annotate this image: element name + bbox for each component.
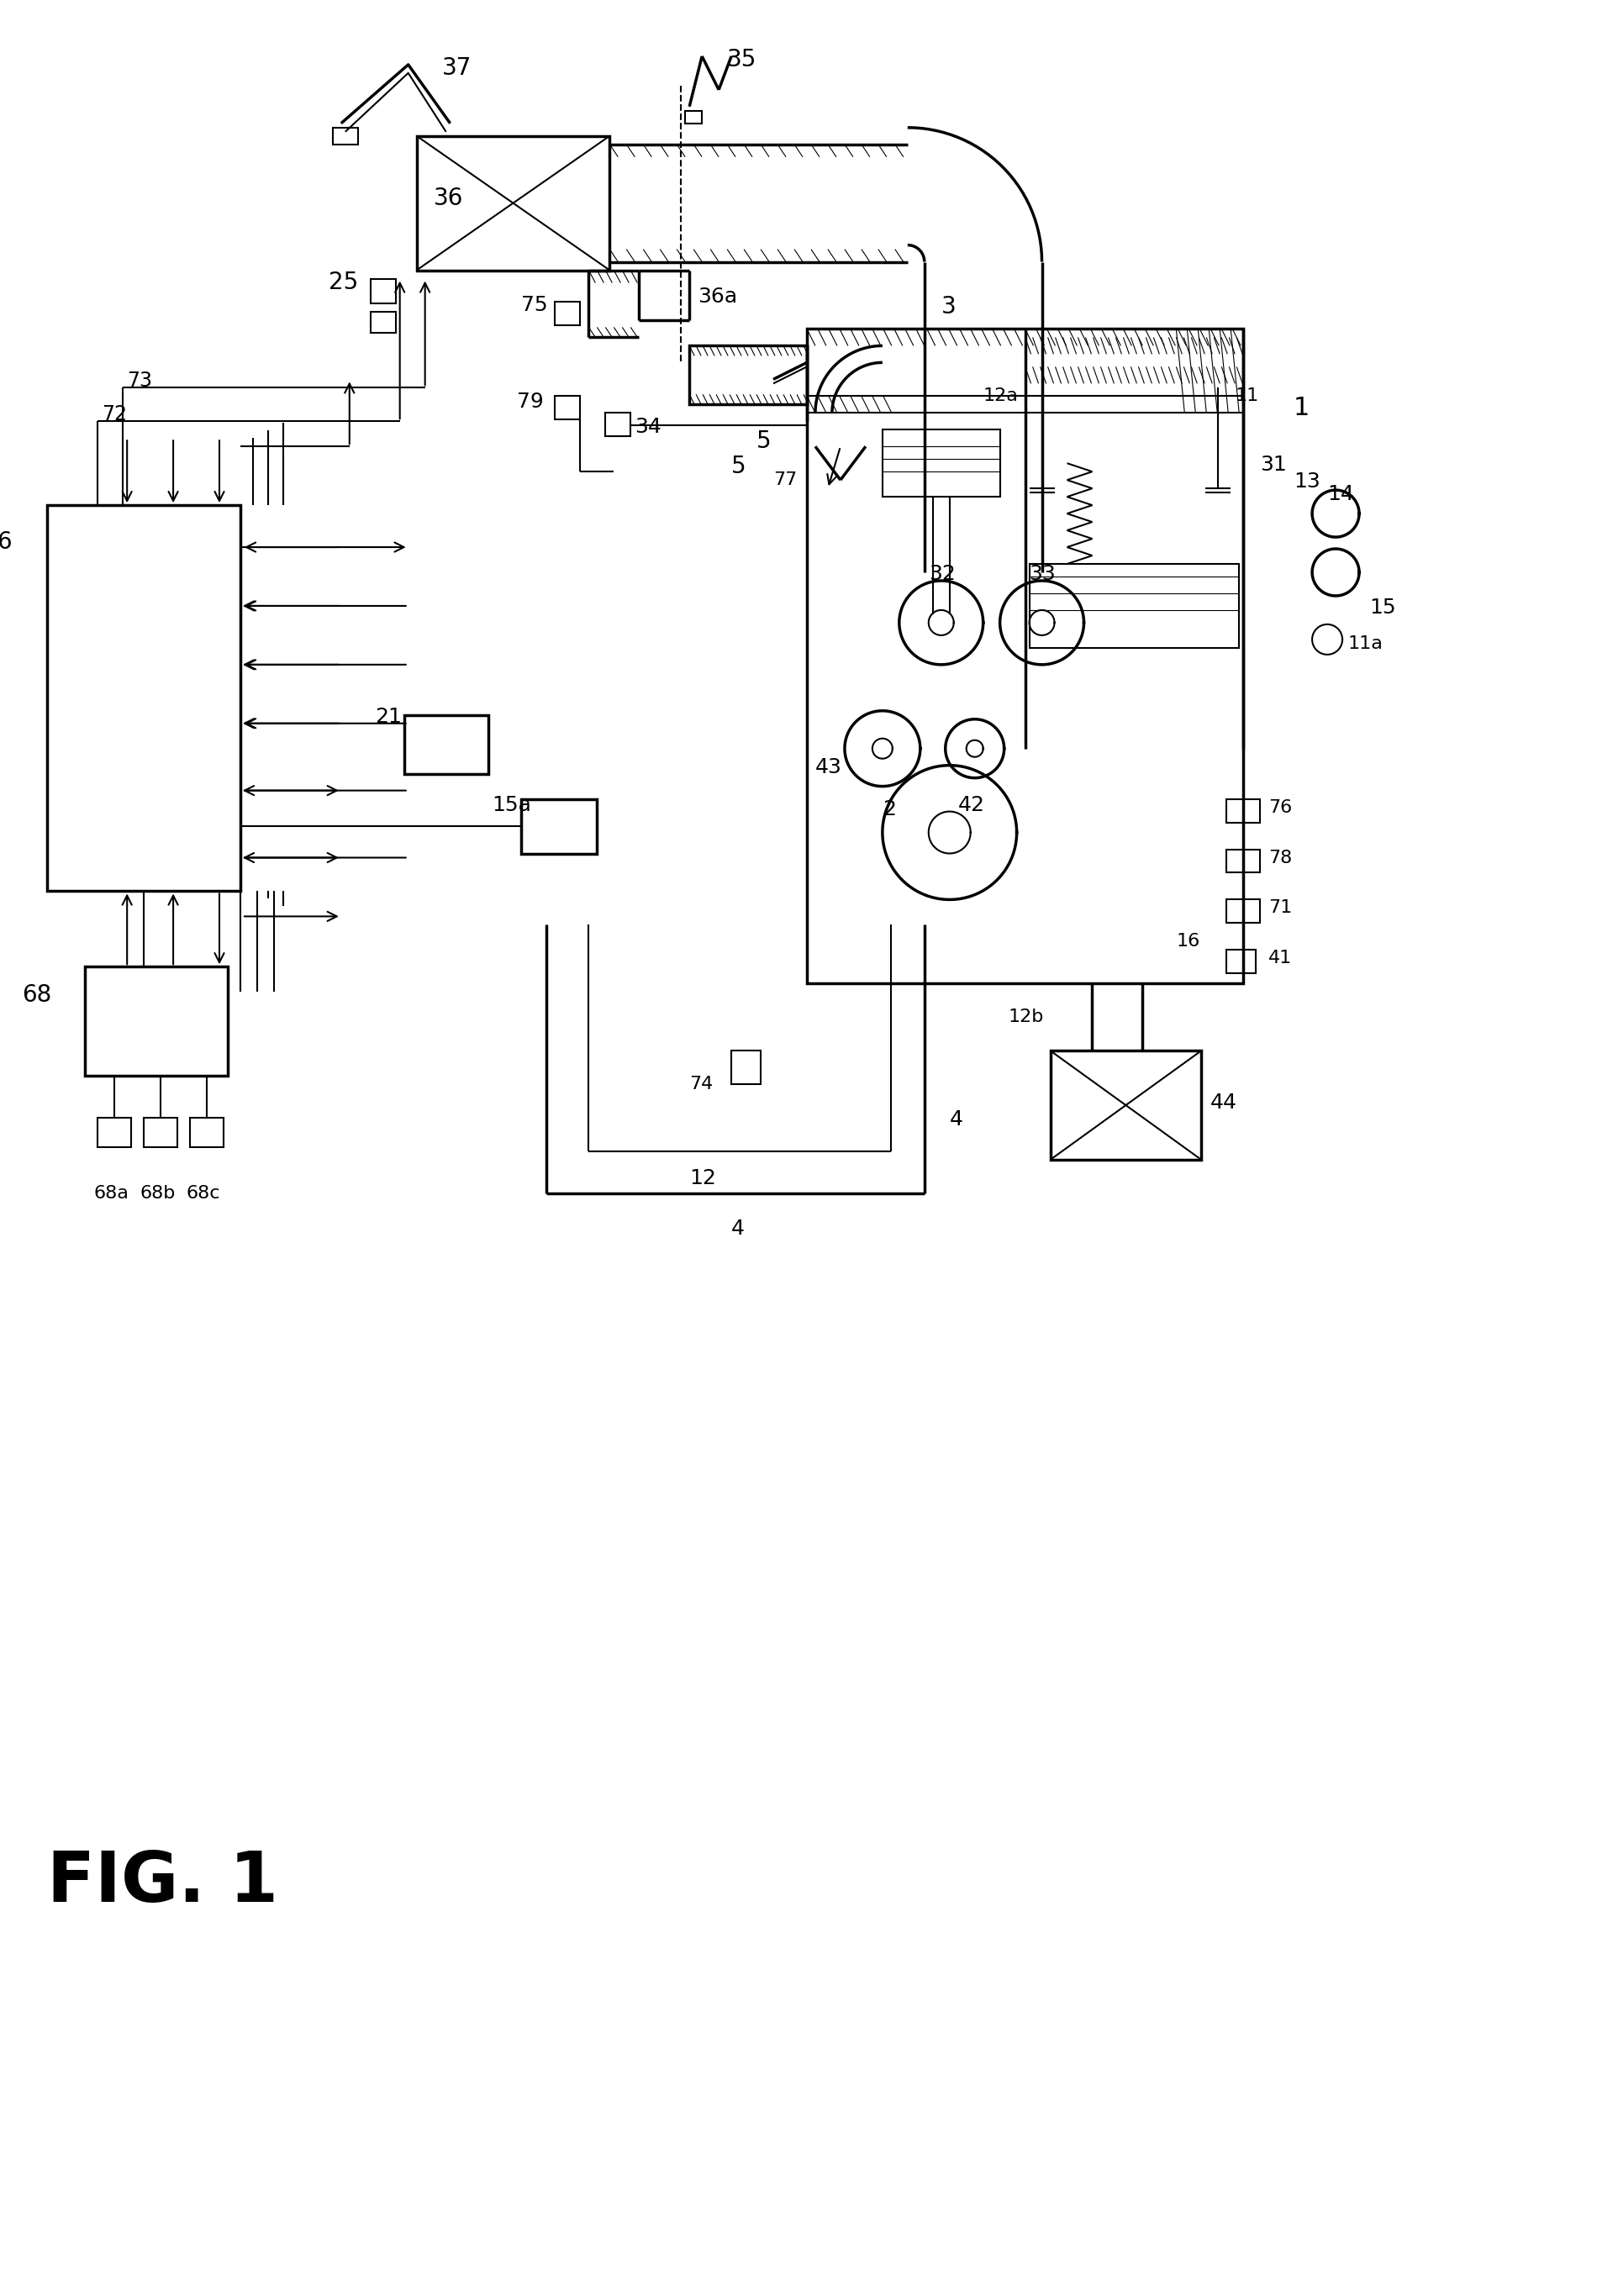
Text: 33: 33 bbox=[1030, 565, 1056, 583]
Text: 4: 4 bbox=[950, 1109, 963, 1130]
Text: 72: 72 bbox=[102, 404, 128, 425]
Bar bbox=[685, 110, 703, 124]
Text: 11a: 11a bbox=[1348, 636, 1383, 652]
Bar bbox=[371, 312, 396, 333]
Text: 74: 74 bbox=[690, 1077, 714, 1093]
Bar bbox=[1030, 565, 1239, 647]
Text: 75: 75 bbox=[522, 296, 548, 315]
Text: 5: 5 bbox=[757, 429, 771, 452]
Text: 79: 79 bbox=[517, 393, 545, 411]
Text: 36a: 36a bbox=[698, 287, 738, 308]
Text: 43: 43 bbox=[816, 758, 842, 776]
Bar bbox=[371, 278, 396, 303]
Text: 68: 68 bbox=[22, 983, 51, 1008]
Bar bbox=[85, 967, 228, 1077]
Bar bbox=[417, 135, 610, 271]
Text: 1: 1 bbox=[1294, 397, 1310, 420]
Bar bbox=[522, 799, 597, 854]
Bar bbox=[806, 328, 1244, 983]
Text: 71: 71 bbox=[1268, 900, 1292, 916]
Bar bbox=[1226, 799, 1260, 822]
Text: 73: 73 bbox=[128, 372, 152, 390]
Bar bbox=[605, 413, 631, 436]
Text: 21: 21 bbox=[375, 707, 401, 728]
Text: 35: 35 bbox=[727, 48, 757, 71]
Text: 68b: 68b bbox=[139, 1185, 176, 1201]
Text: 31: 31 bbox=[1260, 455, 1287, 475]
Bar bbox=[556, 397, 580, 420]
Text: 68c: 68c bbox=[185, 1185, 220, 1201]
Text: 34: 34 bbox=[636, 418, 661, 436]
Text: 15: 15 bbox=[1369, 597, 1396, 618]
Text: 32: 32 bbox=[928, 565, 955, 583]
Bar bbox=[1226, 951, 1255, 974]
Text: 11: 11 bbox=[1234, 388, 1258, 404]
Text: 37: 37 bbox=[442, 55, 471, 80]
Text: FIG. 1: FIG. 1 bbox=[48, 1848, 278, 1915]
Text: 16: 16 bbox=[1175, 932, 1199, 951]
Text: 3: 3 bbox=[941, 296, 957, 319]
Text: 6: 6 bbox=[0, 530, 11, 553]
Text: 42: 42 bbox=[958, 794, 985, 815]
Bar bbox=[97, 1118, 131, 1148]
Bar bbox=[1226, 850, 1260, 872]
Text: 14: 14 bbox=[1327, 484, 1354, 505]
Bar bbox=[883, 429, 1000, 496]
Text: 68a: 68a bbox=[94, 1185, 129, 1201]
Bar bbox=[332, 129, 358, 145]
Text: 12a: 12a bbox=[984, 388, 1019, 404]
Bar bbox=[690, 347, 806, 404]
Bar bbox=[404, 714, 489, 774]
Bar bbox=[190, 1118, 224, 1148]
Text: 12: 12 bbox=[690, 1169, 715, 1189]
Bar bbox=[731, 1052, 760, 1084]
Text: 77: 77 bbox=[773, 471, 797, 489]
Text: 44: 44 bbox=[1211, 1093, 1236, 1114]
Text: 12b: 12b bbox=[1008, 1008, 1044, 1026]
Bar bbox=[48, 505, 241, 891]
Text: 15a: 15a bbox=[492, 794, 532, 815]
Text: 36: 36 bbox=[433, 186, 463, 209]
Text: 5: 5 bbox=[731, 455, 746, 478]
Bar bbox=[556, 303, 580, 326]
Text: 78: 78 bbox=[1268, 850, 1292, 866]
Bar bbox=[144, 1118, 177, 1148]
Text: 4: 4 bbox=[731, 1219, 744, 1238]
Text: 76: 76 bbox=[1268, 799, 1292, 815]
Bar bbox=[1226, 900, 1260, 923]
Text: 2: 2 bbox=[883, 799, 896, 820]
Text: 25: 25 bbox=[329, 271, 358, 294]
Text: 13: 13 bbox=[1294, 471, 1321, 491]
Text: 41: 41 bbox=[1268, 951, 1292, 967]
Bar bbox=[1051, 1052, 1201, 1159]
